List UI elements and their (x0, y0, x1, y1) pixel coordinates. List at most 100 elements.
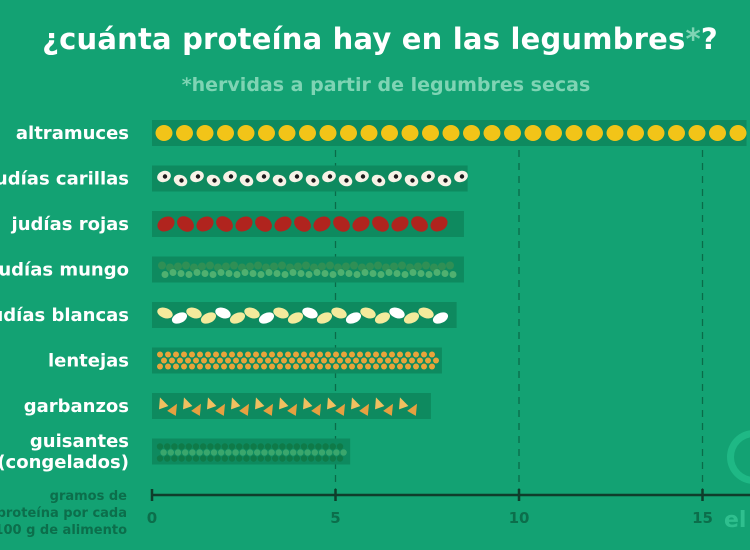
bar-white-bean: judías blancas (0, 302, 457, 328)
chickpea-icon (263, 403, 273, 416)
white-bean-icon (316, 312, 333, 324)
bean-icons (157, 170, 468, 187)
mung-bean-icon (414, 262, 422, 271)
category-label: garbanzos (24, 396, 129, 417)
lentil-icon (269, 351, 275, 358)
lupin-icon (196, 125, 214, 141)
pea-icon (164, 443, 171, 450)
pea-icon (192, 443, 200, 450)
mung-bean-icon (198, 262, 206, 271)
chickpea-icon (159, 397, 169, 410)
white-bean-icon (273, 307, 289, 319)
pea-icon (279, 443, 286, 450)
white-bean-icon (403, 312, 420, 324)
mung-bean-icon (182, 261, 190, 270)
mung-bean-icon (350, 261, 358, 270)
bean-icons (157, 216, 448, 232)
lentil-icon (285, 351, 291, 358)
chickpea-icon (287, 403, 297, 416)
kidney-bean-icon (313, 216, 331, 232)
kidney-bean-icon (177, 216, 194, 232)
chickpea-icon (215, 403, 225, 416)
pea-icon (250, 443, 257, 450)
kidney-bean-icon (294, 216, 311, 232)
lentil-icon (173, 351, 179, 358)
white-bean-icon (186, 307, 202, 319)
lupin-icon (565, 125, 583, 141)
lupin-icon (360, 125, 378, 141)
white-bean-icon (215, 307, 231, 319)
chickpea-icon (303, 397, 313, 410)
chickpea-icon (399, 397, 409, 410)
chickpea-icon (407, 403, 417, 416)
lentil-icon (221, 351, 227, 358)
kidney-bean-icon (430, 216, 448, 232)
bean-icons (159, 397, 417, 416)
lupin-icon (340, 125, 357, 141)
lupin-icon (381, 125, 398, 141)
bar-lupin-bean: altramuces (16, 120, 747, 146)
mung-bean-icon (326, 261, 334, 270)
lentil-icon (229, 351, 235, 358)
bean-icons (156, 443, 347, 462)
kidney-bean-icon (235, 216, 253, 232)
category-label: altramuces (16, 123, 129, 144)
lentil-icon (293, 351, 299, 358)
lupin-icon (545, 125, 562, 141)
pea-icon (286, 443, 293, 450)
pea-icon (171, 443, 178, 450)
lupin-icon (463, 125, 480, 141)
pea-icon (300, 443, 308, 450)
lentil-icon (389, 351, 395, 358)
mung-bean-icon (422, 261, 430, 270)
lupin-icon (606, 125, 624, 141)
lupin-icon (504, 125, 521, 141)
white-bean-icon (287, 312, 304, 324)
white-bean-icon (432, 312, 449, 324)
chart-subtitle: *hervidas a partir de legumbres secas (181, 74, 591, 96)
lupin-icon (176, 125, 193, 141)
mung-bean-icon (438, 262, 446, 271)
lupin-icon (668, 125, 685, 141)
pea-icon (315, 443, 322, 450)
bean-icons (157, 307, 449, 324)
lentil-icon (421, 351, 427, 358)
mung-bean-icon (374, 261, 382, 270)
lentil-icon (413, 351, 419, 358)
category-label: judías mungo (0, 260, 129, 281)
pea-icon (236, 443, 243, 450)
mung-bean-icon (390, 262, 398, 271)
lentil-icon (365, 351, 371, 358)
lentil-icon (397, 351, 403, 358)
chickpea-icon (191, 403, 201, 416)
chickpea-icon (359, 403, 369, 416)
kidney-bean-icon (352, 216, 370, 232)
title-question-mark: ? (700, 22, 718, 56)
x-tick-label: 5 (330, 509, 340, 527)
kidney-bean-icon (274, 216, 292, 232)
lupin-icon (422, 125, 439, 141)
lupin-icon (688, 125, 706, 141)
lentil-icon (253, 351, 259, 358)
white-bean-icon (360, 307, 376, 319)
category-label: guisantes (congelados) (0, 431, 129, 473)
mung-bean-icon (230, 261, 238, 270)
white-bean-icon (331, 307, 347, 319)
pea-icon (178, 443, 185, 450)
logo-text: el (724, 508, 747, 533)
lentil-icon (237, 351, 243, 358)
lentil-icon (213, 351, 219, 358)
bean-icons (155, 125, 747, 141)
mung-bean-icon (446, 261, 454, 270)
lentil-icon (405, 351, 411, 358)
chickpea-icon (327, 397, 337, 410)
lupin-icon (483, 125, 501, 141)
lupin-icon (729, 125, 747, 141)
pea-icon (243, 443, 250, 450)
white-bean-icon (418, 307, 434, 319)
lupin-icon (442, 125, 460, 141)
lentil-icon (325, 351, 331, 358)
title-asterisk: * (685, 22, 701, 56)
lentil-icon (277, 351, 283, 358)
pea-icon (156, 443, 164, 450)
